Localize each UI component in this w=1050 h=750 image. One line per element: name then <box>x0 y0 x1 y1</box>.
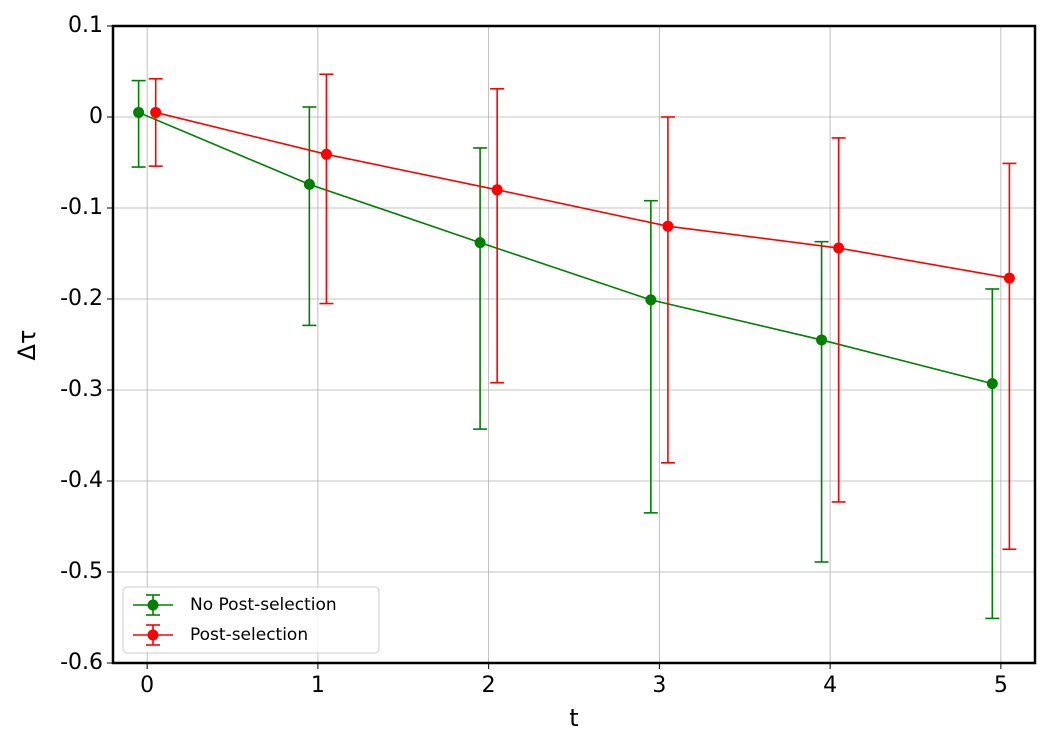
x-tick-label: 0 <box>140 673 154 698</box>
y-tick-label: -0.2 <box>60 286 103 311</box>
marker <box>491 184 503 196</box>
marker <box>133 106 145 118</box>
error-bar <box>319 73 334 305</box>
y-tick-label: 0 <box>89 104 103 129</box>
marker <box>320 148 332 160</box>
error-bar <box>131 79 146 168</box>
error-bar <box>660 116 675 464</box>
marker <box>833 242 845 254</box>
error-bar <box>148 77 163 167</box>
x-tick-label: 1 <box>311 673 325 698</box>
marker <box>662 220 674 232</box>
legend-marker <box>147 599 159 611</box>
marker <box>816 334 828 346</box>
y-tick-label: -0.3 <box>60 377 103 402</box>
x-axis-label: t <box>569 704 578 732</box>
series-line <box>138 111 993 385</box>
legend-label: No Post-selection <box>190 595 337 615</box>
marker <box>645 294 657 306</box>
x-tick-label: 2 <box>482 673 496 698</box>
y-tick-label: -0.4 <box>60 468 103 493</box>
error-bar <box>814 240 829 563</box>
marker <box>474 237 486 249</box>
error-bar <box>490 87 505 384</box>
y-tick-label: -0.6 <box>60 650 103 675</box>
x-tick-label: 5 <box>994 673 1008 698</box>
error-bar <box>302 106 317 327</box>
plot-frame <box>111 24 1037 665</box>
error-bar <box>1002 162 1017 551</box>
marker <box>1003 272 1015 284</box>
x-tick-label: 3 <box>652 673 666 698</box>
y-axis-label: Δτ <box>13 330 41 361</box>
error-bar <box>643 199 658 514</box>
error-bar <box>985 288 1000 620</box>
marker <box>303 178 315 190</box>
x-tick-label: 4 <box>823 673 837 698</box>
marker <box>986 378 998 390</box>
y-tick-label: -0.1 <box>60 195 103 220</box>
y-tick-label: 0.1 <box>68 13 103 38</box>
marker <box>150 106 162 118</box>
y-tick-label: -0.5 <box>60 559 103 584</box>
legend-label: Post-selection <box>190 625 308 645</box>
legend-marker <box>147 629 159 641</box>
error-bar <box>473 147 488 430</box>
error-bar <box>831 137 846 503</box>
legend-box <box>122 586 380 654</box>
series-line <box>155 111 1010 279</box>
